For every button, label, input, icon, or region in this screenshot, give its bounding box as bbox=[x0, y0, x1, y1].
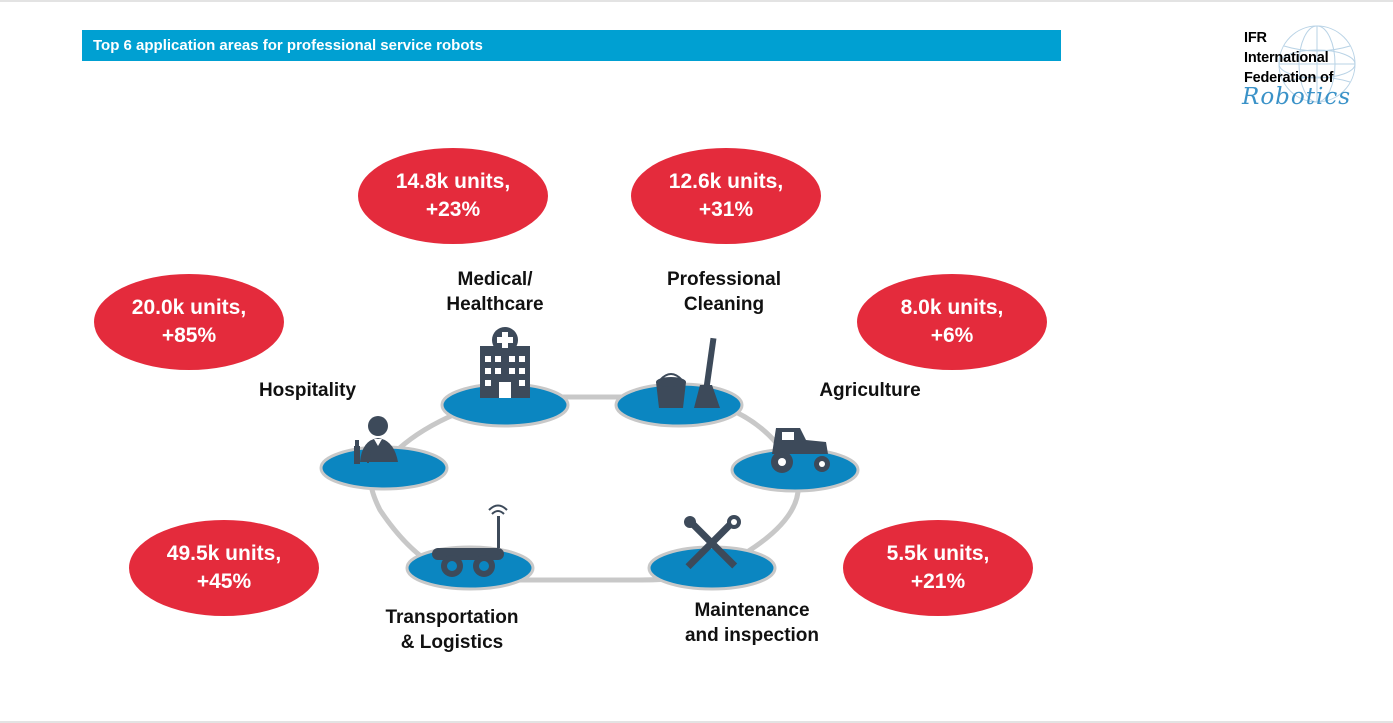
metric-agriculture: 8.0k units, +6% bbox=[857, 274, 1047, 370]
cleaning-icon bbox=[656, 337, 720, 408]
logo-line-robotics: Robotics bbox=[1242, 84, 1352, 110]
metric-maintenance: 5.5k units, +21% bbox=[843, 520, 1033, 616]
metric-medical-units: 14.8k units, bbox=[395, 170, 511, 193]
metric-agriculture-growth: +6% bbox=[930, 324, 974, 347]
label-agriculture-line1: Agriculture bbox=[819, 380, 921, 401]
tractor-icon bbox=[771, 428, 830, 473]
label-agriculture: Agriculture bbox=[800, 378, 940, 403]
metric-agriculture-units: 8.0k units, bbox=[900, 296, 1004, 319]
label-hospitality-line1: Hospitality bbox=[258, 380, 357, 401]
label-medical-line1: Medical/ bbox=[457, 269, 533, 290]
label-medical: Medical/ Healthcare bbox=[425, 267, 565, 317]
label-cleaning-line2: Cleaning bbox=[683, 294, 765, 315]
metric-maintenance-growth: +21% bbox=[910, 570, 966, 593]
label-transport-line2: & Logistics bbox=[400, 632, 504, 653]
tools-icon bbox=[684, 515, 741, 570]
label-transport-line1: Transportation bbox=[385, 607, 519, 628]
metric-cleaning-growth: +31% bbox=[698, 198, 754, 221]
label-cleaning: Professional Cleaning bbox=[649, 267, 799, 317]
metric-hospitality: 20.0k units, +85% bbox=[94, 274, 284, 370]
platform-agriculture bbox=[730, 447, 860, 493]
metric-medical: 14.8k units, +23% bbox=[358, 148, 548, 244]
platform-maintenance bbox=[647, 545, 777, 591]
page-title: Top 6 application areas for professional… bbox=[82, 30, 1061, 61]
metric-hospitality-growth: +85% bbox=[161, 324, 217, 347]
bottom-divider bbox=[0, 721, 1393, 723]
label-maintenance: Maintenance and inspection bbox=[667, 598, 837, 648]
waiter-icon bbox=[354, 416, 398, 464]
metric-hospitality-units: 20.0k units, bbox=[131, 296, 247, 319]
metric-cleaning-units: 12.6k units, bbox=[668, 170, 784, 193]
label-medical-line2: Healthcare bbox=[446, 294, 544, 315]
logo-line-international: International bbox=[1244, 50, 1329, 66]
globe-icon bbox=[1278, 25, 1356, 103]
label-hospitality: Hospitality bbox=[240, 378, 375, 403]
metric-maintenance-units: 5.5k units, bbox=[886, 542, 990, 565]
metric-transport: 49.5k units, +45% bbox=[129, 520, 319, 616]
logo-line-federation: Federation of bbox=[1244, 70, 1334, 86]
label-maintenance-line2: and inspection bbox=[684, 625, 820, 646]
label-cleaning-line1: Professional bbox=[666, 269, 782, 290]
metric-transport-units: 49.5k units, bbox=[166, 542, 282, 565]
ifr-logo: IFR International Federation of Robotics bbox=[1232, 22, 1382, 114]
platforms bbox=[319, 382, 860, 591]
delivery-robot-icon bbox=[432, 504, 508, 577]
label-transport: Transportation & Logistics bbox=[367, 605, 537, 655]
label-maintenance-line1: Maintenance bbox=[694, 600, 810, 621]
top-divider bbox=[0, 0, 1393, 2]
metric-transport-growth: +45% bbox=[196, 570, 252, 593]
logo-line-ifr: IFR bbox=[1244, 30, 1267, 46]
metric-medical-growth: +23% bbox=[425, 198, 481, 221]
metric-cleaning: 12.6k units, +31% bbox=[631, 148, 821, 244]
hospital-icon bbox=[480, 327, 530, 398]
